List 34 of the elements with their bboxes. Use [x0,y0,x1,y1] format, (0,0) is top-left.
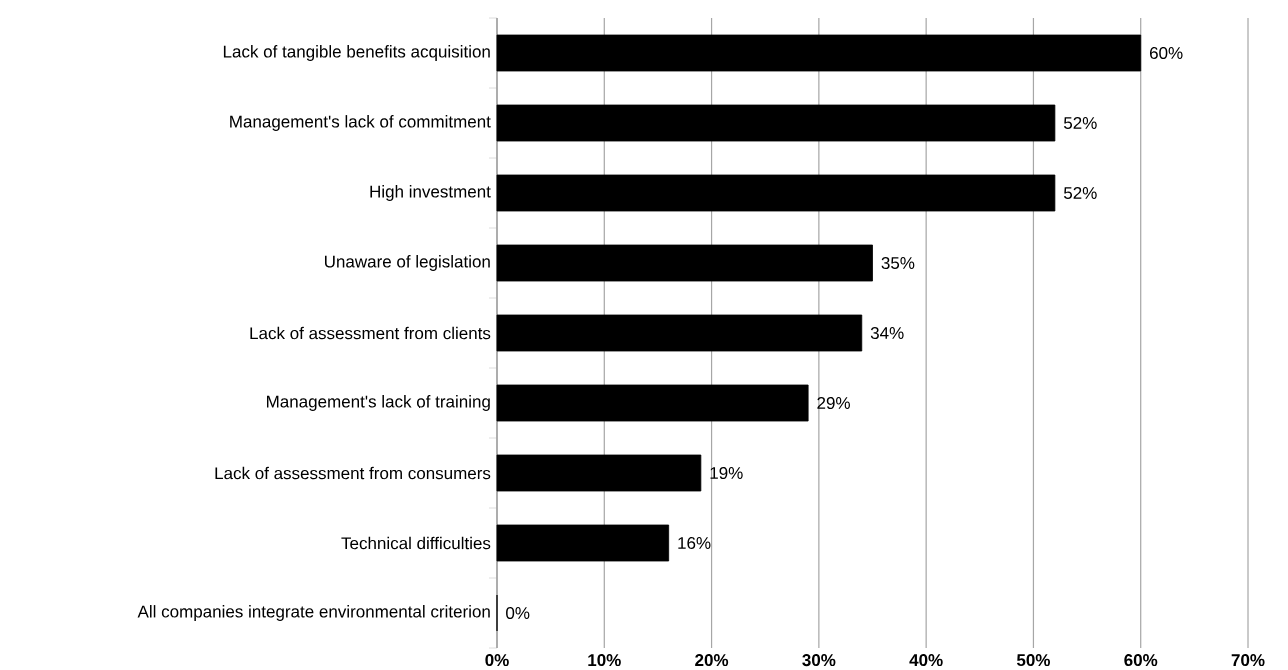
y-tick-label: Management's lack of training [267,395,490,411]
data-label: 52% [1063,187,1097,200]
x-tick-label: 10% [588,654,621,667]
x-tick-label: 60% [1124,654,1158,667]
data-label: 34% [870,327,904,340]
y-tick-label: Unaware of legislation [325,255,490,271]
data-label: 0% [506,607,530,620]
data-label: 35% [881,257,915,270]
x-tick-label: 0% [485,654,509,667]
data-label: 19% [710,467,743,480]
data-label: 16% [678,537,711,550]
y-tick-label: Management's lack of commitment [230,115,491,131]
x-tick-label: 40% [909,654,943,667]
bar [496,384,809,422]
x-tick-label: 50% [1016,654,1051,667]
bar [496,524,670,562]
bar [496,174,1056,212]
x-tick-label: 20% [695,654,729,667]
bar [496,314,863,352]
y-tick-label: Lack of assessment from clients [250,326,491,340]
bar [496,244,873,282]
y-tick-label: All companies integrate environmental criterion [137,605,490,621]
data-label: 29% [817,397,850,410]
data-label: 60% [1150,47,1183,60]
y-tick-label: Technical difficulties [341,536,491,550]
y-tick-label: Lack of assessment from consumers [215,466,491,480]
bar [496,104,1056,142]
y-tick-label: Lack of tangible benefits acquisition [223,45,490,61]
x-tick-label: 70% [1231,654,1265,667]
y-tick-label: High investment [370,185,491,201]
data-label: 52% [1063,117,1097,130]
bar [496,454,702,492]
x-tick-label: 30% [802,654,836,667]
bar [496,34,1142,72]
